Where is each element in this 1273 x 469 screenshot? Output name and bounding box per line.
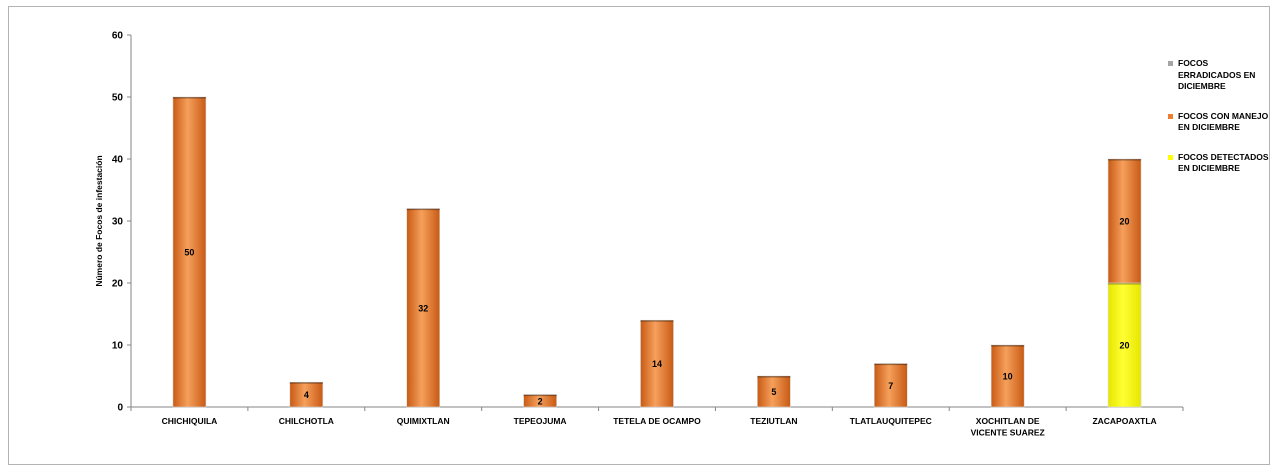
bar-manejo [289, 381, 324, 408]
x-tick-label-line: XOCHITLAN DE [976, 416, 1040, 426]
x-tick-label: TETELA DE OCAMPO [613, 416, 701, 426]
y-tick-label: 40 [112, 155, 124, 166]
x-tick-label: QUIMIXTLAN [397, 416, 450, 426]
x-tick-label: CHICHIQUILA [162, 416, 218, 426]
data-label: 32 [418, 303, 428, 313]
legend-item: FOCOS DETECTADOS EN DICIEMBRE [1168, 152, 1273, 175]
y-tick-label: 60 [112, 31, 124, 42]
legend-item: FOCOS CON MANEJO EN DICIEMBRE [1168, 111, 1273, 134]
legend-swatch [1168, 113, 1173, 119]
bar-manejo [1107, 158, 1142, 284]
bar-detectados [1107, 282, 1142, 408]
x-tick-label-line: CHILCHOTLA [279, 416, 334, 426]
bar-top-edge [523, 394, 557, 397]
bar-manejo [523, 394, 557, 408]
x-tick-label-line: CHICHIQUILA [162, 416, 218, 426]
y-tick-label: 50 [112, 93, 124, 104]
y-tick-label: 0 [117, 403, 123, 414]
x-tick-label: ZACAPOAXTLA [1092, 416, 1156, 426]
bar-top-edge [640, 320, 674, 322]
x-tick-label: TEZIUTLAN [750, 416, 797, 426]
x-tick-label: TLATLAUQUITEPEC [850, 416, 932, 426]
x-tick-label-line: VICENTE SUAREZ [971, 428, 1045, 438]
bar-top-edge [406, 208, 440, 211]
bar-manejo [757, 375, 791, 408]
bar-manejo [406, 208, 441, 408]
bar-top-edge [1108, 159, 1142, 161]
x-tick-label-line: TEZIUTLAN [750, 416, 797, 426]
y-tick-label: 10 [112, 341, 124, 352]
bar-top-edge [757, 376, 791, 378]
legend-label-line: FOCOS DETECTADOS [1178, 151, 1269, 162]
x-tick-label: TEPEOJUMA [514, 416, 567, 426]
bar-manejo [640, 319, 674, 408]
legend-label-line: EN DICIEMBRE [1178, 122, 1240, 132]
legend-swatch [1168, 61, 1173, 66]
y-tick-label: 30 [112, 217, 124, 228]
legend-item: FOCOS ERRADICADOS EN DICIEMBRE [1168, 58, 1273, 93]
data-label: 5 [771, 387, 776, 397]
data-label: 2 [538, 396, 543, 406]
bar-top-edge [172, 97, 206, 99]
data-label: 4 [304, 390, 309, 400]
x-tick-label: XOCHITLAN DE VICENTE SUAREZ [971, 416, 1045, 438]
x-tick-label-line: TLATLAUQUITEPEC [850, 416, 932, 426]
x-tick-label-line: TETELA DE OCAMPO [613, 416, 701, 426]
legend-label-line: ERRADICADOS EN [1178, 69, 1256, 80]
data-label: 20 [1120, 341, 1130, 351]
data-label: 14 [652, 359, 662, 369]
y-tick-label: 20 [112, 279, 124, 290]
data-label: 50 [184, 248, 194, 258]
data-label: 20 [1120, 217, 1130, 227]
legend-label-line: DICIEMBRE [1178, 81, 1226, 91]
y-axis-label: Número de Focos de infestación [94, 155, 104, 286]
bar-top-edge [874, 363, 908, 366]
legend-swatch [1168, 154, 1173, 160]
bar-manejo [172, 96, 207, 408]
bar-top-edge [289, 382, 323, 384]
data-label: 7 [888, 381, 893, 391]
bar-manejo [990, 344, 1025, 408]
chart-frame [8, 6, 1270, 465]
legend: FOCOS ERRADICADOS EN DICIEMBRE FOCOS CON MA… [1168, 58, 1273, 175]
legend-label-line: FOCOS [1178, 58, 1209, 68]
bar-top-edge [1108, 283, 1142, 285]
bar-top-edge [991, 345, 1025, 347]
legend-label-line: EN DICIEMBRE [1178, 163, 1240, 173]
legend-label-line: FOCOS CON MANEJO [1178, 110, 1269, 121]
x-tick-label: CHILCHOTLA [279, 416, 334, 426]
x-tick-label-line: TEPEOJUMA [514, 416, 567, 426]
data-label: 10 [1003, 372, 1013, 382]
x-tick-label-line: QUIMIXTLAN [397, 416, 450, 426]
x-tick-label-line: ZACAPOAXTLA [1092, 416, 1156, 426]
bar-manejo [873, 363, 908, 408]
